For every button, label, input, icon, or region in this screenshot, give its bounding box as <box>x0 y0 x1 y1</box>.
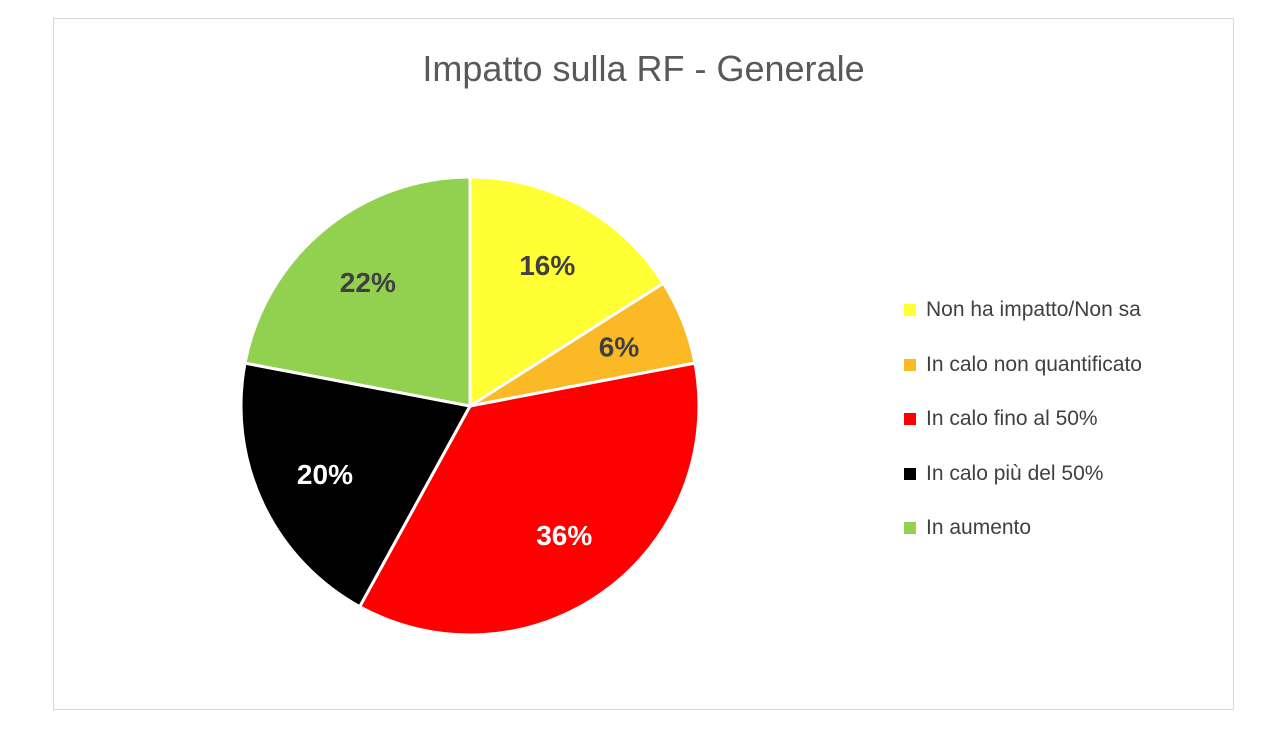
legend-label: In calo più del 50% <box>926 461 1104 485</box>
pie-slice <box>357 361 701 637</box>
legend-label: In calo non quantificato <box>926 352 1142 376</box>
slice-label: 22% <box>340 267 396 298</box>
pie-slice <box>239 361 473 609</box>
legend-label: In calo fino al 50% <box>926 407 1098 431</box>
legend-swatch <box>904 467 916 480</box>
legend-swatch <box>904 304 916 317</box>
pie-slice <box>468 175 666 409</box>
legend-item: In aumento <box>904 501 1142 556</box>
legend-swatch <box>904 358 916 371</box>
slice-label: 36% <box>536 520 592 551</box>
legend-swatch <box>904 413 916 426</box>
slice-label: 16% <box>519 250 575 281</box>
slice-label: 6% <box>599 331 640 362</box>
legend-item: In calo non quantificato <box>904 338 1142 393</box>
chart-legend: Non ha impatto/Non sa In calo non quantif… <box>904 283 1142 556</box>
pie-slice <box>243 175 472 408</box>
legend-item: In calo fino al 50% <box>904 392 1142 447</box>
legend-label: In aumento <box>926 516 1032 540</box>
chart-title: Impatto sulla RF - Generale <box>422 48 865 89</box>
slice-label: 20% <box>297 459 353 490</box>
legend-item: In calo più del 50% <box>904 447 1142 502</box>
legend-swatch <box>904 522 916 535</box>
legend-label: Non ha impatto/Non sa <box>926 298 1141 322</box>
legend-item: Non ha impatto/Non sa <box>904 283 1142 338</box>
